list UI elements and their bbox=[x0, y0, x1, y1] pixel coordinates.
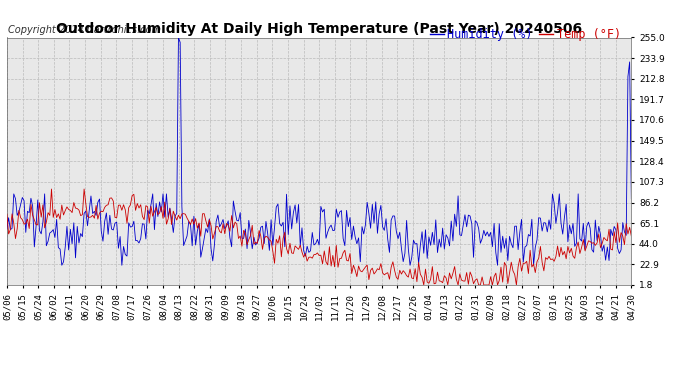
Title: Outdoor Humidity At Daily High Temperature (Past Year) 20240506: Outdoor Humidity At Daily High Temperatu… bbox=[56, 22, 582, 36]
Legend: Humidity (%), Temp (°F): Humidity (%), Temp (°F) bbox=[425, 24, 625, 46]
Text: Copyright 2024 Cartronics.com: Copyright 2024 Cartronics.com bbox=[8, 25, 161, 35]
